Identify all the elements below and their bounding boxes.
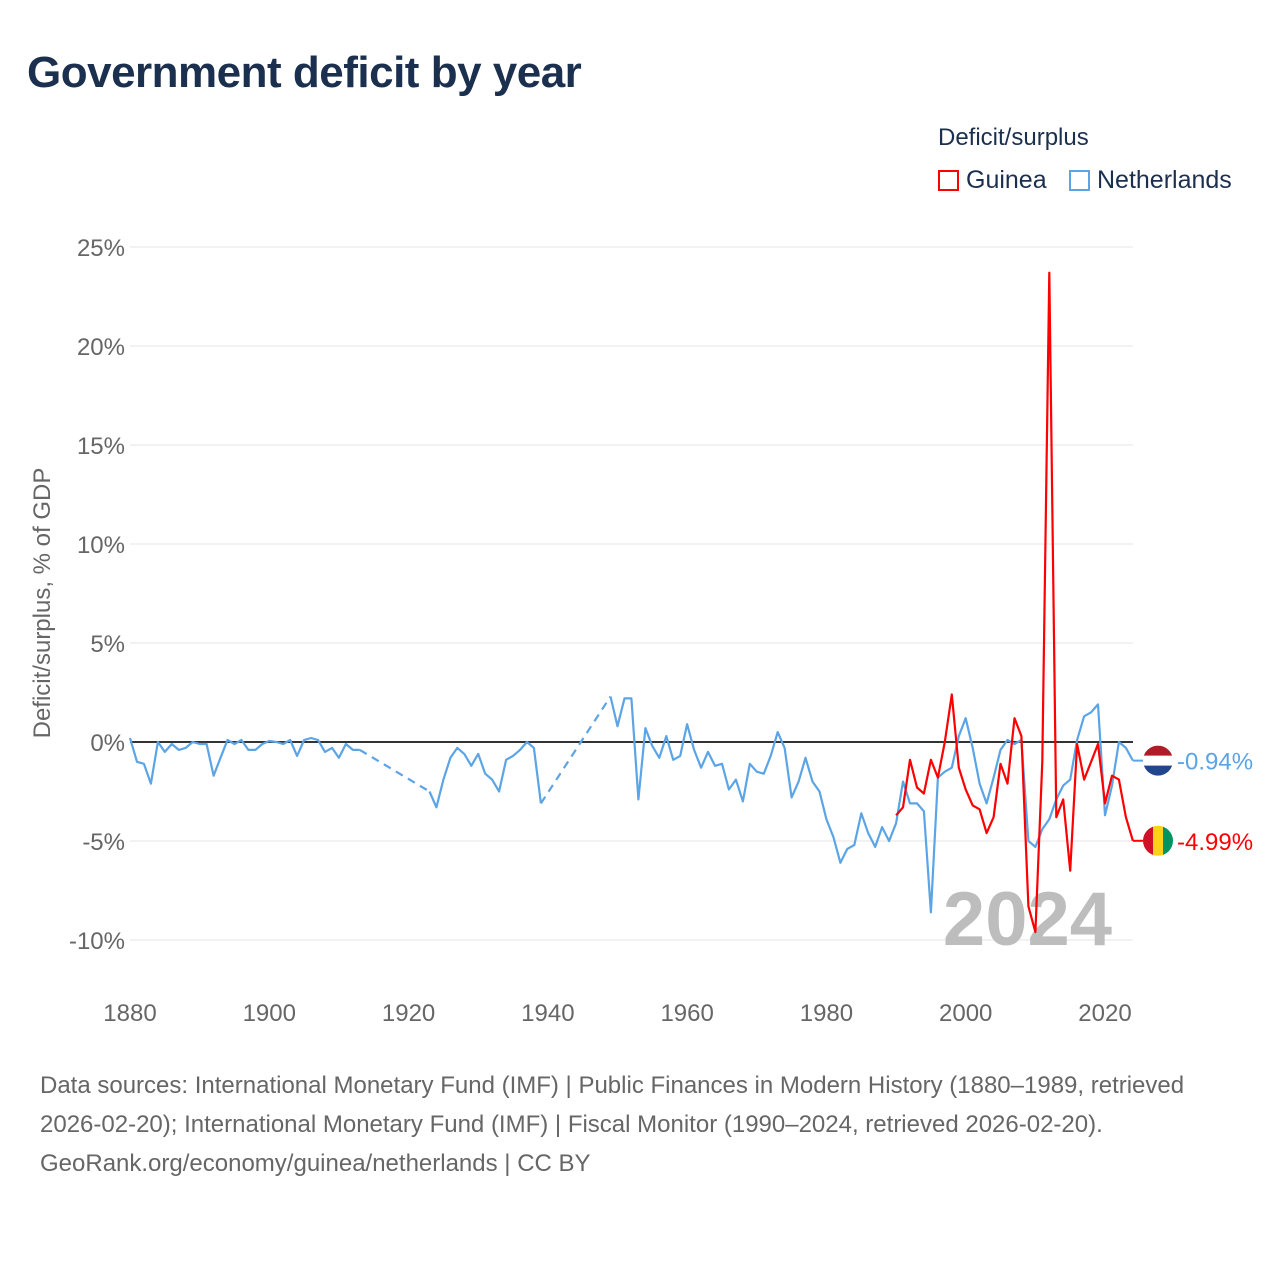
x-tick-label: 1900 bbox=[243, 1000, 296, 1027]
series-line-guinea bbox=[895, 271, 1134, 934]
end-label-netherlands: -0.94% bbox=[1177, 749, 1253, 776]
y-tick-label: -10% bbox=[69, 928, 125, 955]
y-tick-label: 15% bbox=[77, 433, 125, 460]
y-tick-label: -5% bbox=[82, 829, 125, 856]
y-tick-label: 5% bbox=[90, 631, 125, 658]
x-tick-label: 1940 bbox=[521, 1000, 574, 1027]
y-tick-label: 25% bbox=[77, 235, 125, 262]
y-axis-label: Deficit/surplus, % of GDP bbox=[29, 468, 56, 739]
x-tick-label: 2000 bbox=[939, 1000, 992, 1027]
x-tick-label: 1960 bbox=[660, 1000, 713, 1027]
legend-item-guinea[interactable]: Guinea bbox=[938, 166, 1047, 195]
x-tick-label: 1980 bbox=[800, 1000, 853, 1027]
credit-link[interactable]: GeoRank.org/economy/guinea/netherlands |… bbox=[40, 1150, 591, 1177]
y-tick-label: 0% bbox=[90, 730, 125, 757]
guinea-flag-icon bbox=[1143, 825, 1173, 856]
series-line-netherlands bbox=[128, 696, 1134, 914]
legend-swatch-guinea bbox=[938, 170, 959, 191]
series-gap-line-netherlands bbox=[359, 695, 612, 805]
x-tick-label: 1920 bbox=[382, 1000, 435, 1027]
legend-label: Guinea bbox=[966, 166, 1047, 194]
line-chart: 25% 20% 15% 10% 5% 0% -5% -10% 1880 1900 1920 1940 1… bbox=[29, 235, 1253, 1027]
y-tick-label: 10% bbox=[77, 532, 125, 559]
x-tick-label: 1880 bbox=[103, 1000, 156, 1027]
y-tick-label: 20% bbox=[77, 334, 125, 361]
end-label-guinea: -4.99% bbox=[1177, 829, 1253, 856]
legend-item-netherlands[interactable]: Netherlands bbox=[1069, 166, 1232, 195]
x-tick-label: 2020 bbox=[1078, 1000, 1131, 1027]
legend-title: Deficit/surplus bbox=[938, 124, 1089, 151]
legend-swatch-netherlands bbox=[1069, 170, 1090, 191]
data-sources: Data sources: International Monetary Fun… bbox=[40, 1072, 1185, 1138]
netherlands-flag-icon bbox=[1143, 745, 1173, 776]
legend-label: Netherlands bbox=[1097, 166, 1232, 194]
page-title: Government deficit by year bbox=[27, 48, 582, 97]
footer: Data sources: International Monetary Fun… bbox=[40, 1066, 1240, 1183]
